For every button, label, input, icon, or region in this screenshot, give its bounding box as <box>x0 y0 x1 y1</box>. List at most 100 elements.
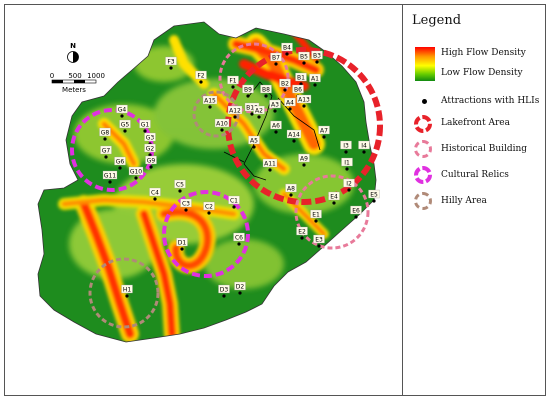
attraction-label: I3 <box>343 143 349 150</box>
attraction-label: C1 <box>230 198 238 205</box>
attraction-label-box <box>227 75 239 85</box>
attraction-dot <box>207 211 211 215</box>
attraction-dot <box>344 150 348 154</box>
attraction-label-box <box>144 132 156 142</box>
attraction-label: B7 <box>272 55 280 62</box>
attraction-label-box <box>269 99 281 109</box>
attraction-label: A15 <box>204 98 216 105</box>
attraction-dot <box>313 83 317 87</box>
attraction-dot <box>125 294 129 298</box>
attraction-dot <box>289 193 293 197</box>
attraction-label: A1 <box>311 76 319 83</box>
attraction-dot <box>252 145 256 149</box>
attraction-label-box <box>139 119 151 129</box>
attraction-label: A11 <box>264 161 276 168</box>
attraction-label: B3 <box>313 53 321 60</box>
attraction-label-box <box>233 232 245 242</box>
attraction-marker: A4 <box>284 97 296 111</box>
attraction-marker: E6 <box>350 205 362 219</box>
attraction-dot <box>314 219 318 223</box>
attraction-label-box <box>248 135 260 145</box>
attraction-label-box <box>128 166 144 176</box>
attraction-marker: D3 <box>218 284 230 298</box>
attraction-label: G9 <box>147 158 156 165</box>
attraction-label: G7 <box>102 148 111 155</box>
attraction-marker: A2 <box>253 105 265 119</box>
attraction-marker: G5 <box>119 119 131 133</box>
attraction-marker: B4 <box>281 42 293 56</box>
attraction-label: B1 <box>297 75 305 82</box>
scale-max: 1000 <box>87 72 105 80</box>
attraction-dot <box>169 66 173 70</box>
attraction-label: E1 <box>312 212 320 219</box>
attraction-dot <box>300 236 304 240</box>
attraction-label: C3 <box>182 201 190 208</box>
attraction-label-box <box>279 78 291 88</box>
attraction-label: G8 <box>101 130 110 137</box>
attraction-label-box <box>340 140 352 150</box>
attraction-label-box <box>99 127 111 137</box>
attraction-dot <box>222 294 226 298</box>
attraction-label: F1 <box>229 78 236 85</box>
attraction-label: G10 <box>130 169 142 176</box>
attraction-label: A3 <box>271 102 279 109</box>
attraction-label-box <box>116 104 128 114</box>
legend-hilly-label: Hilly Area <box>441 196 487 206</box>
attraction-dot <box>184 208 188 212</box>
attraction-label: D2 <box>236 284 245 291</box>
attraction-label-box <box>311 50 323 60</box>
attraction-marker: G9 <box>145 155 157 169</box>
attraction-label-box <box>228 195 240 205</box>
attraction-label-box <box>270 52 282 62</box>
attraction-dot <box>153 197 157 201</box>
attraction-label: G1 <box>141 122 150 129</box>
attraction-marker: A3 <box>269 99 281 113</box>
cultural-ring-icon <box>414 166 432 184</box>
attraction-dot <box>292 139 296 143</box>
attraction-label: E2 <box>298 229 306 236</box>
attraction-dot <box>199 80 203 84</box>
attraction-label-box <box>234 281 246 291</box>
attraction-label-box <box>310 209 322 219</box>
attraction-label-box <box>358 140 370 150</box>
attraction-dot <box>103 137 107 141</box>
attraction-label-box <box>328 191 340 201</box>
attraction-label: A7 <box>320 128 328 135</box>
attraction-dot <box>134 176 138 180</box>
attraction-marker: C1 <box>228 195 240 209</box>
attraction-dot <box>302 163 306 167</box>
attraction-dot <box>246 94 250 98</box>
scale-mid: 500 <box>68 72 81 80</box>
attraction-label-box <box>176 237 188 247</box>
attraction-marker: I4 <box>358 140 370 154</box>
attraction-label: B8 <box>262 87 270 94</box>
attraction-dot <box>232 205 236 209</box>
attraction-label-box <box>309 73 321 83</box>
attraction-label: B9 <box>244 87 252 94</box>
attraction-marker: I2 <box>343 178 355 192</box>
attraction-label-box <box>149 187 161 197</box>
attraction-marker: B7 <box>270 52 282 66</box>
attraction-label: A14 <box>288 132 300 139</box>
attraction-label-box <box>350 205 362 215</box>
attraction-dot <box>233 115 237 119</box>
attraction-dot <box>302 61 306 65</box>
attraction-dot <box>362 150 366 154</box>
attraction-label: A9 <box>300 156 308 163</box>
attraction-dot <box>108 180 112 184</box>
attraction-dot <box>302 104 306 108</box>
attraction-label-box <box>286 129 302 139</box>
attraction-label-box <box>102 170 118 180</box>
historical-ring-north <box>218 42 290 114</box>
lake-lines <box>223 81 321 181</box>
attraction-label: C5 <box>176 182 184 189</box>
attraction-label: D3 <box>220 287 229 294</box>
attraction-label-box <box>368 189 380 199</box>
hilly-ring-icon <box>414 192 432 210</box>
attraction-label-box <box>285 183 297 193</box>
map-svg: N 0 500 1000 Meters F1F2F3A15A10A12B9B10… <box>37 21 383 343</box>
north-label: N <box>70 42 76 50</box>
attraction-label-box <box>296 226 308 236</box>
attraction-label: H1 <box>123 287 132 294</box>
cultural-ring-central <box>162 190 250 278</box>
